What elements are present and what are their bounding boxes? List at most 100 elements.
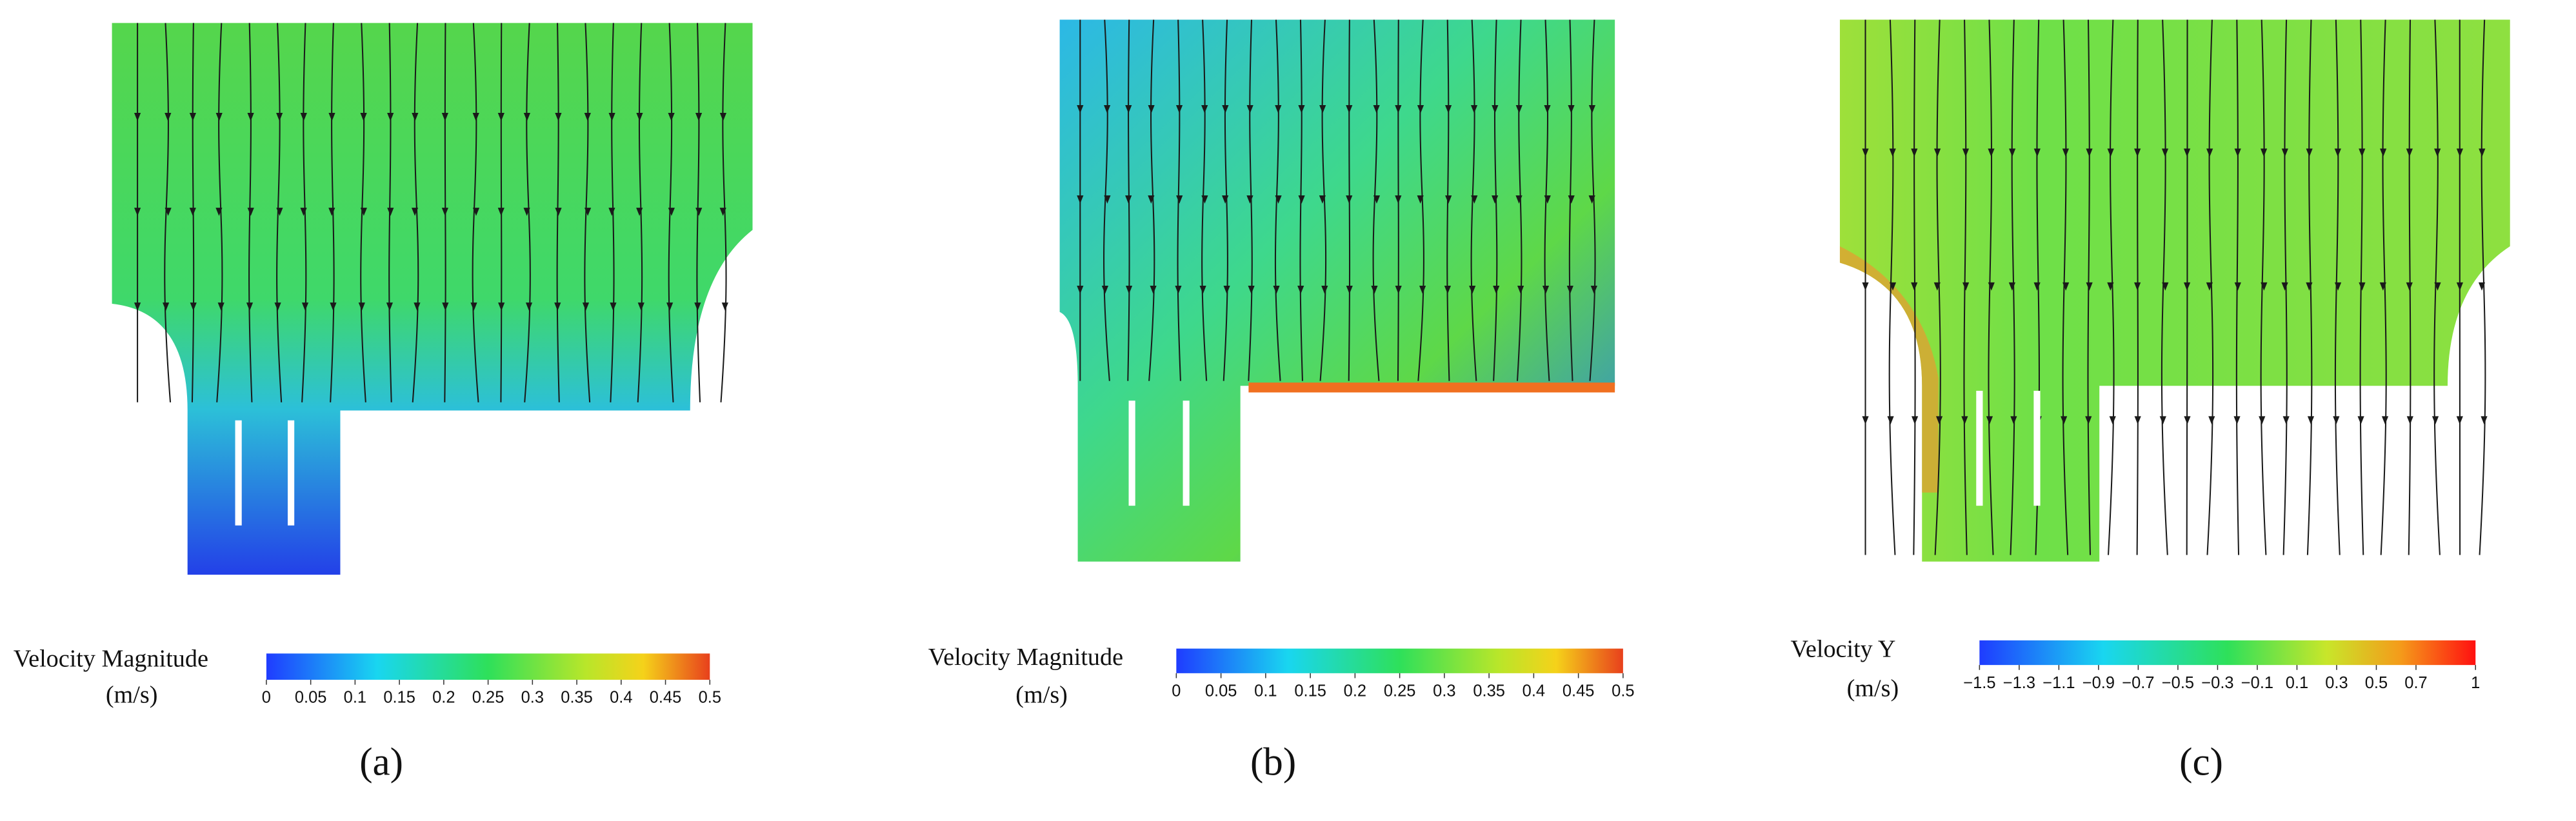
- arrowhead: [2086, 148, 2093, 157]
- arrowhead: [1590, 286, 1597, 294]
- arrowhead: [1125, 104, 1132, 114]
- arrowhead: [1933, 282, 1941, 291]
- arrowhead: [2206, 282, 2213, 291]
- arrowhead: [1125, 195, 1132, 204]
- colorbar-tick-label: −1.5: [1963, 674, 1995, 692]
- streamline: [1934, 19, 1941, 555]
- arrowhead: [387, 113, 394, 121]
- arrowhead: [610, 302, 617, 311]
- arrowhead: [1935, 416, 1943, 425]
- arrowhead: [1373, 104, 1380, 114]
- arrowhead: [276, 208, 283, 216]
- arrowhead: [1077, 104, 1084, 114]
- arrowhead: [523, 208, 530, 216]
- arrowhead: [1222, 195, 1229, 204]
- panel-label: (a): [359, 741, 403, 784]
- arrowhead: [328, 113, 335, 121]
- arrowhead: [2107, 148, 2114, 157]
- panel-label: (b): [1250, 741, 1296, 784]
- streamline: [637, 23, 643, 402]
- arrowhead: [134, 113, 141, 121]
- arrowhead: [189, 113, 196, 121]
- arrowhead: [2162, 282, 2169, 291]
- arrowhead: [442, 302, 449, 311]
- colorbar-tick-label: 0.05: [1205, 682, 1237, 700]
- arrowhead: [1542, 286, 1550, 294]
- arrowhead: [1544, 104, 1551, 114]
- arrowhead: [2357, 416, 2364, 425]
- arrowhead: [2481, 416, 2488, 425]
- streamline: [472, 23, 479, 402]
- arrowhead: [1275, 195, 1282, 204]
- streamline: [2062, 19, 2069, 555]
- arrowhead: [1419, 286, 1426, 294]
- arrowhead: [2086, 282, 2093, 291]
- colorbar-tick-label: 0.45: [650, 689, 682, 707]
- arrowhead: [1887, 416, 1894, 425]
- streamline: [2260, 19, 2267, 555]
- arrowhead: [1298, 104, 1305, 114]
- arrowhead: [1175, 286, 1182, 294]
- arrowhead: [1911, 148, 1918, 157]
- arrowhead: [1321, 286, 1328, 294]
- arrowhead: [2334, 148, 2341, 157]
- arrowhead: [1471, 195, 1478, 204]
- arrowhead: [523, 113, 530, 121]
- arrowhead: [1962, 282, 1970, 291]
- streamline: [1319, 19, 1327, 381]
- arrowhead: [2033, 148, 2041, 157]
- arrowhead: [441, 113, 448, 121]
- streamline: [301, 23, 307, 402]
- colorbar-tick-label: 0.1: [344, 689, 366, 707]
- streamline: [584, 23, 591, 402]
- arrowhead: [2406, 416, 2413, 425]
- baffle: [1976, 390, 1983, 506]
- arrowhead: [2307, 416, 2315, 425]
- arrowhead: [2061, 416, 2068, 425]
- arrowhead: [1395, 286, 1402, 294]
- arrowhead: [165, 113, 172, 121]
- arrowhead: [1297, 286, 1304, 294]
- arrowhead: [387, 208, 394, 216]
- arrowhead: [666, 302, 674, 311]
- streamline: [2433, 19, 2441, 555]
- colorbar-tick-label: 0.2: [432, 689, 455, 707]
- colorbar-tick-label: 0: [262, 689, 271, 707]
- arrowhead: [2479, 148, 2486, 157]
- streamline: [1888, 19, 1896, 555]
- streamline: [1201, 19, 1208, 381]
- arrowhead: [2281, 282, 2288, 291]
- colorbar-tick-label: 0.3: [1433, 682, 1455, 700]
- streamline: [216, 23, 223, 402]
- arrowhead: [1298, 195, 1305, 204]
- arrowhead: [2478, 282, 2486, 291]
- arrowhead: [1988, 282, 1995, 291]
- arrowhead: [608, 208, 615, 216]
- arrowhead: [2234, 282, 2241, 291]
- arrowhead: [1319, 104, 1326, 114]
- streamline: [2479, 19, 2486, 555]
- arrowhead: [2184, 148, 2191, 157]
- arrowhead: [1395, 104, 1402, 114]
- arrowhead: [1568, 195, 1575, 204]
- arrowhead: [217, 302, 225, 311]
- arrowhead: [1444, 286, 1452, 294]
- arrowhead: [2134, 148, 2141, 157]
- arrowhead: [134, 302, 141, 311]
- arrowhead: [695, 113, 703, 121]
- streamline: [2306, 19, 2313, 555]
- arrowhead: [1862, 282, 1869, 291]
- arrowhead: [1417, 195, 1424, 204]
- arrowhead: [1175, 104, 1183, 114]
- arrowhead: [1176, 195, 1183, 204]
- arrowhead: [2134, 416, 2141, 425]
- streamline: [2334, 19, 2341, 555]
- streamline: [360, 23, 366, 402]
- arrowhead: [1889, 148, 1896, 157]
- arrowhead: [360, 208, 367, 216]
- arrowhead: [1125, 286, 1133, 294]
- arrowhead: [554, 302, 561, 311]
- colorbar: [1176, 648, 1623, 673]
- arrowhead: [2234, 148, 2241, 157]
- arrowhead: [719, 208, 726, 216]
